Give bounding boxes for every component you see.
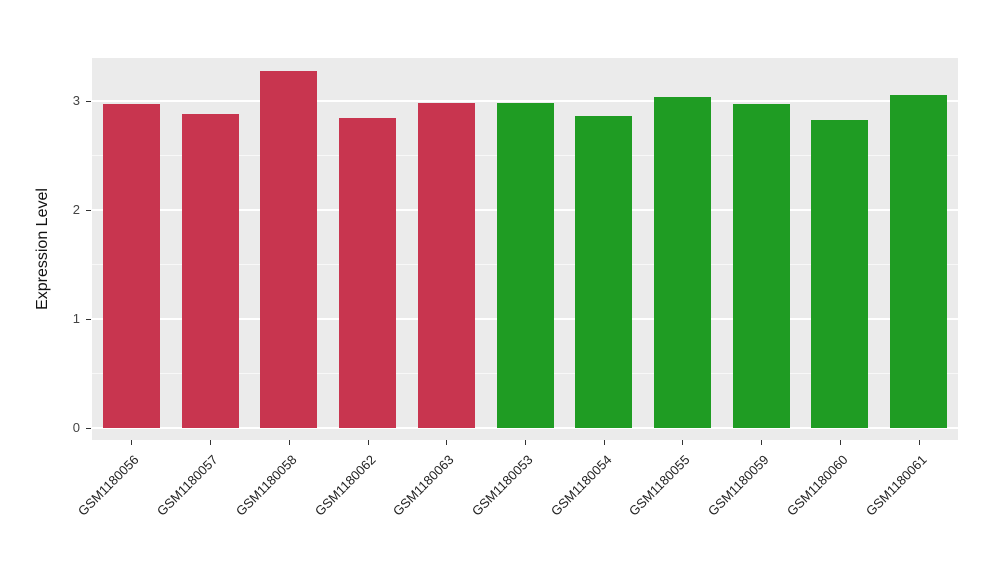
x-tick-mark — [368, 440, 369, 445]
x-tick-mark — [289, 440, 290, 445]
bar-GSM1180061 — [890, 95, 947, 428]
x-tick-mark — [446, 440, 447, 445]
y-tick-label: 3 — [72, 92, 80, 108]
bar-GSM1180062 — [339, 118, 396, 428]
x-tick-mark — [761, 440, 762, 445]
x-tick-mark — [131, 440, 132, 445]
y-tick-mark — [86, 100, 91, 102]
gridline-major — [92, 99, 958, 102]
x-tick-mark — [525, 440, 526, 445]
x-tick-mark — [682, 440, 683, 445]
bar-GSM1180058 — [260, 71, 317, 428]
bar-GSM1180054 — [575, 116, 632, 428]
bar-GSM1180055 — [654, 97, 711, 428]
x-tick-mark — [919, 440, 920, 445]
x-tick-mark — [840, 440, 841, 445]
y-tick-label: 0 — [72, 419, 80, 435]
bar-GSM1180056 — [103, 104, 160, 428]
y-tick-label: 2 — [72, 201, 80, 217]
y-axis-title-text: Expression Level — [34, 188, 51, 310]
x-tick-mark — [604, 440, 605, 445]
plot-panel — [92, 58, 958, 440]
bar-GSM1180057 — [182, 114, 239, 428]
bar-GSM1180060 — [811, 120, 868, 428]
bar-GSM1180059 — [733, 104, 790, 428]
y-tick-label: 1 — [72, 310, 80, 326]
y-tick-mark — [86, 427, 91, 429]
bar-GSM1180063 — [418, 103, 475, 428]
y-tick-mark — [86, 209, 91, 211]
y-tick-mark — [86, 318, 91, 320]
x-tick-mark — [210, 440, 211, 445]
bar-GSM1180053 — [497, 103, 554, 428]
